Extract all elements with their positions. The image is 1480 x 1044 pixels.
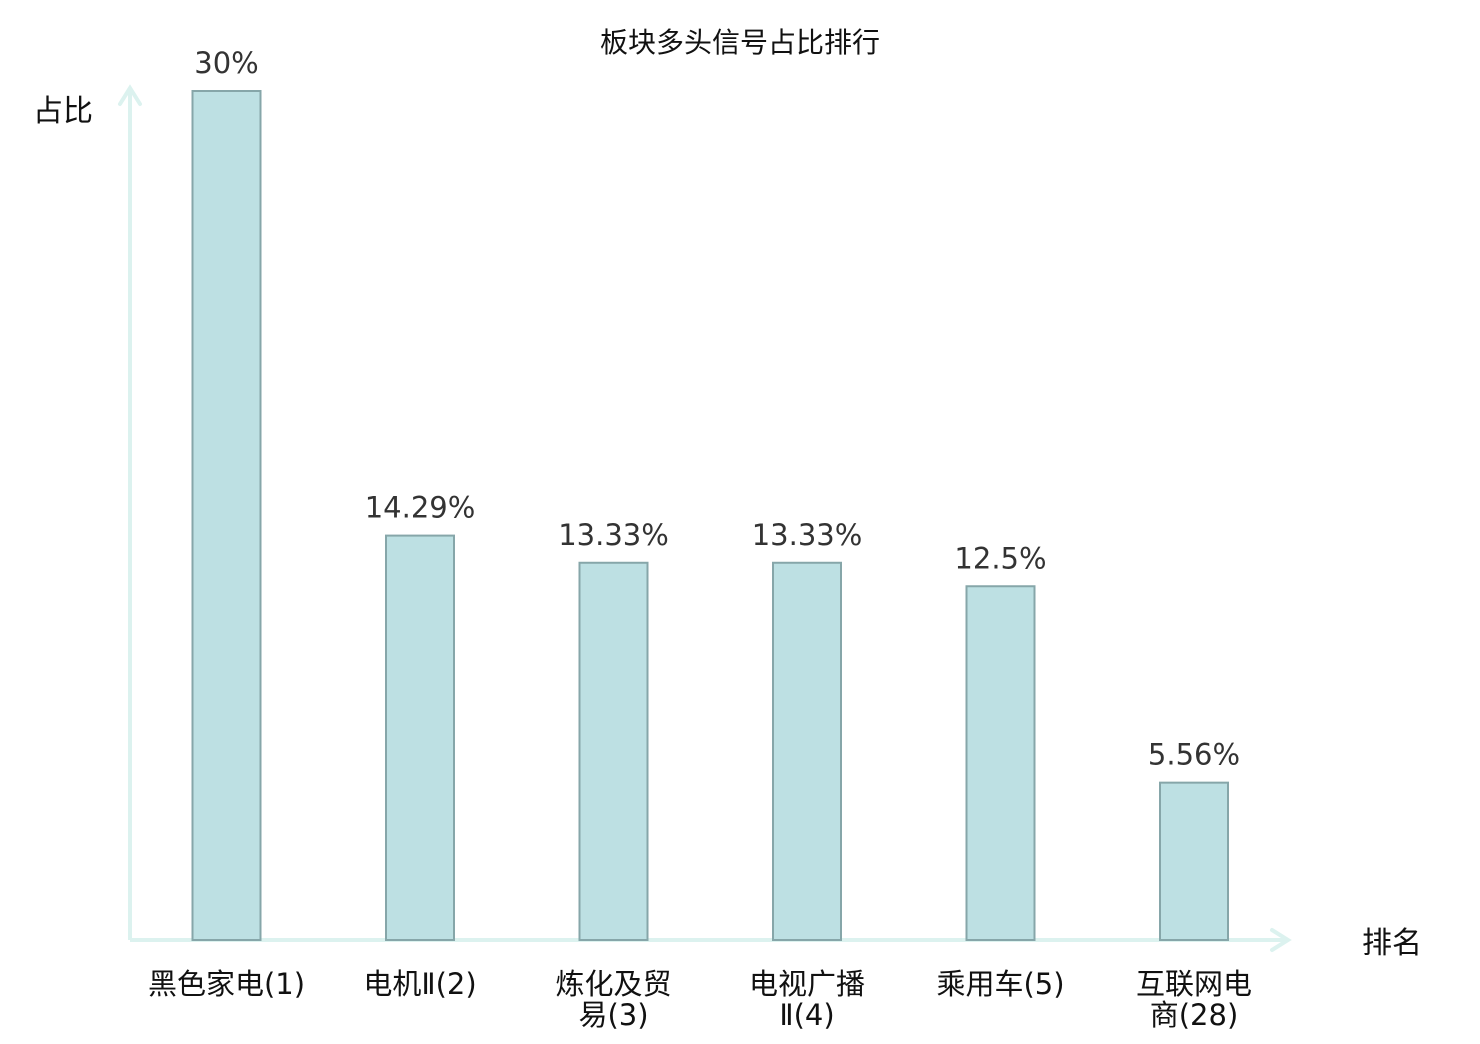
value-label: 30%: [194, 46, 258, 80]
bars: [191, 90, 1229, 942]
category-label: 炼化及贸易(3): [555, 967, 671, 1032]
bar: [578, 561, 649, 941]
value-label: 12.5%: [954, 541, 1046, 575]
value-label: 14.29%: [365, 491, 476, 525]
y-axis-arrow: [118, 84, 142, 106]
bar: [191, 90, 262, 941]
x-axis-arrow: [1270, 928, 1292, 952]
x-axis-label: 排名: [1362, 926, 1422, 961]
y-axis-label: 占比: [33, 94, 93, 129]
chart-title: 板块多头信号占比排行: [600, 26, 880, 59]
bar: [385, 534, 455, 942]
category-labels: 黑色家电(1) 电机Ⅱ(2) 炼化及贸易(3) 电视广播 Ⅱ(4) 乘用车(5) 互联网电商…: [148, 967, 1252, 1032]
bar: [965, 585, 1036, 941]
value-label: 13.33%: [752, 518, 863, 552]
category-label: 电机Ⅱ(2): [363, 967, 476, 1001]
category-label: 乘用车(5): [936, 967, 1064, 1001]
data-labels: 30% 14.29% 13.33% 13.33% 12.5% 5.56%: [194, 46, 1240, 772]
bar: [772, 561, 842, 941]
category-label: 电视广播 Ⅱ(4): [749, 967, 865, 1032]
category-label: 黑色家电(1): [148, 967, 305, 1001]
value-label: 5.56%: [1148, 738, 1240, 772]
category-label: 互联网电商(28): [1136, 967, 1252, 1032]
axes: [118, 84, 1292, 952]
bar: [1159, 781, 1229, 941]
value-label: 13.33%: [558, 518, 669, 552]
